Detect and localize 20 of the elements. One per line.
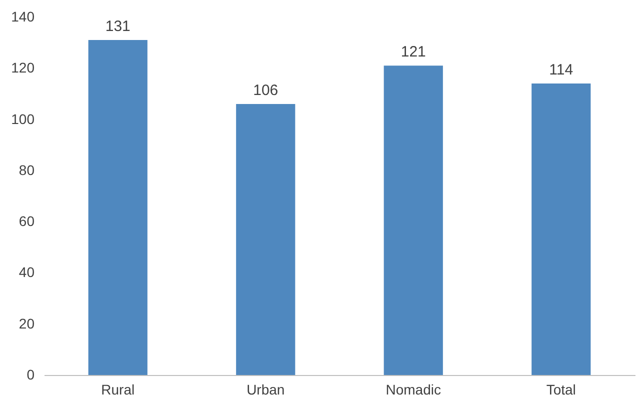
y-tick-label: 0 [26, 366, 35, 382]
y-tick-label: 140 [11, 8, 35, 24]
data-label: 121 [400, 44, 426, 61]
x-tick-label: Total [546, 382, 576, 398]
y-tick-label: 120 [11, 60, 35, 76]
x-tick-label: Nomadic [386, 382, 441, 398]
data-label: 114 [549, 61, 574, 78]
y-tick-label: 60 [18, 213, 35, 230]
y-tick-label: 20 [18, 315, 35, 332]
data-label: 131 [105, 18, 130, 36]
bar [384, 66, 443, 375]
y-tick-label: 100 [11, 110, 35, 127]
bar [88, 40, 148, 375]
y-tick-label: 80 [18, 162, 35, 178]
data-label: 106 [253, 82, 278, 99]
x-tick-label: Urban [246, 382, 285, 398]
bar [236, 104, 296, 375]
bar [532, 83, 591, 375]
y-tick-label: 40 [18, 264, 35, 280]
x-tick-label: Rural [101, 382, 135, 398]
